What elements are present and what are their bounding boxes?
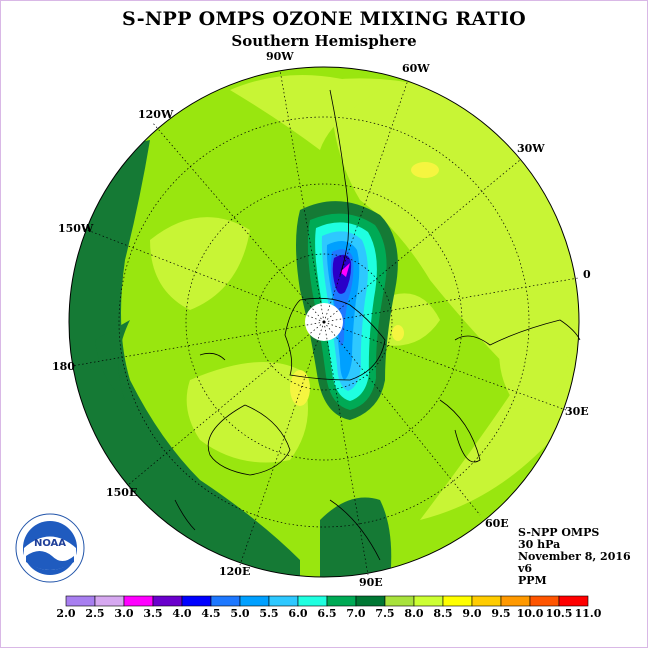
colorbar-swatch: [123, 595, 154, 607]
colorbar-tick-label: 3.0: [114, 607, 134, 620]
colorbar-tick-label: 10.0: [516, 607, 544, 620]
info-version: v6: [518, 562, 533, 575]
map-title: S-NPP OMPS OZONE MIXING RATIO: [121, 8, 527, 30]
colorbar-swatch: [65, 595, 96, 607]
info-instrument: S-NPP OMPS: [518, 526, 600, 539]
colorbar-tick-label: 8.5: [433, 607, 453, 620]
info-date: November 8, 2016: [518, 550, 631, 563]
colorbar-tick-label: 11.0: [574, 607, 602, 620]
colorbar-swatch: [413, 595, 444, 607]
lon-label-150e: 150E: [106, 486, 138, 499]
colorbar-tick-label: 5.5: [259, 607, 279, 620]
lon-label-120e: 120E: [219, 565, 251, 578]
colorbar-tick-label: 3.5: [143, 607, 163, 620]
lon-label-150w: 150W: [58, 222, 94, 235]
colorbar-swatch: [471, 595, 502, 607]
colorbar-tick-label: 4.0: [172, 607, 192, 620]
colorbar-swatch: [297, 595, 328, 607]
lon-label-30w: 30W: [517, 142, 545, 155]
ozone-field: [69, 67, 579, 577]
lon-label-180: 180: [52, 360, 75, 373]
colorbar-swatch: [442, 595, 473, 607]
colorbar-swatch: [355, 595, 386, 607]
colorbar-swatch: [239, 595, 270, 607]
lon-label-30e: 30E: [565, 405, 589, 418]
colorbar-tick-label: 6.5: [317, 607, 337, 620]
colorbar-swatch: [268, 595, 299, 607]
colorbar-swatch: [181, 595, 212, 607]
lon-label-120w: 120W: [138, 108, 174, 121]
colorbar-tick-label: 8.0: [404, 607, 424, 620]
lon-label-0: 0: [583, 268, 591, 281]
graticule: [71, 69, 579, 576]
colorbar-tick-label: 2.5: [85, 607, 105, 620]
lon-label-60e: 60E: [485, 517, 509, 530]
colorbar-tick-label: 10.5: [545, 607, 573, 620]
map-subtitle: Southern Hemisphere: [231, 32, 417, 50]
lon-label-60w: 60W: [402, 62, 430, 75]
colorbar-swatch: [326, 595, 357, 607]
colorbar-swatch: [210, 595, 241, 607]
map-boundary: [68, 66, 580, 578]
lon-label-90e: 90E: [359, 576, 383, 589]
colorbar-tick-label: 7.5: [375, 607, 395, 620]
colorbar-tick-label: 5.0: [230, 607, 250, 620]
colorbar-swatch: [384, 595, 415, 607]
colorbar-swatch: [529, 595, 560, 607]
colorbar-swatch: [152, 595, 183, 607]
colorbar-tick-label: 4.5: [201, 607, 221, 620]
info-level: 30 hPa: [518, 538, 561, 551]
lon-label-90w: 90W: [266, 50, 294, 63]
info-units: PPM: [518, 574, 547, 587]
product-info: S-NPP OMPS 30 hPa November 8, 2016 v6 PP…: [518, 527, 631, 587]
colorbar: [65, 595, 589, 607]
colorbar-swatch: [558, 595, 589, 607]
colorbar-tick-label: 6.0: [288, 607, 308, 620]
colorbar-swatch: [94, 595, 125, 607]
colorbar-swatch: [500, 595, 531, 607]
colorbar-tick-label: 7.0: [346, 607, 366, 620]
colorbar-tick-label: 9.0: [462, 607, 482, 620]
colorbar-tick-label: 2.0: [56, 607, 76, 620]
colorbar-tick-label: 9.5: [491, 607, 511, 620]
